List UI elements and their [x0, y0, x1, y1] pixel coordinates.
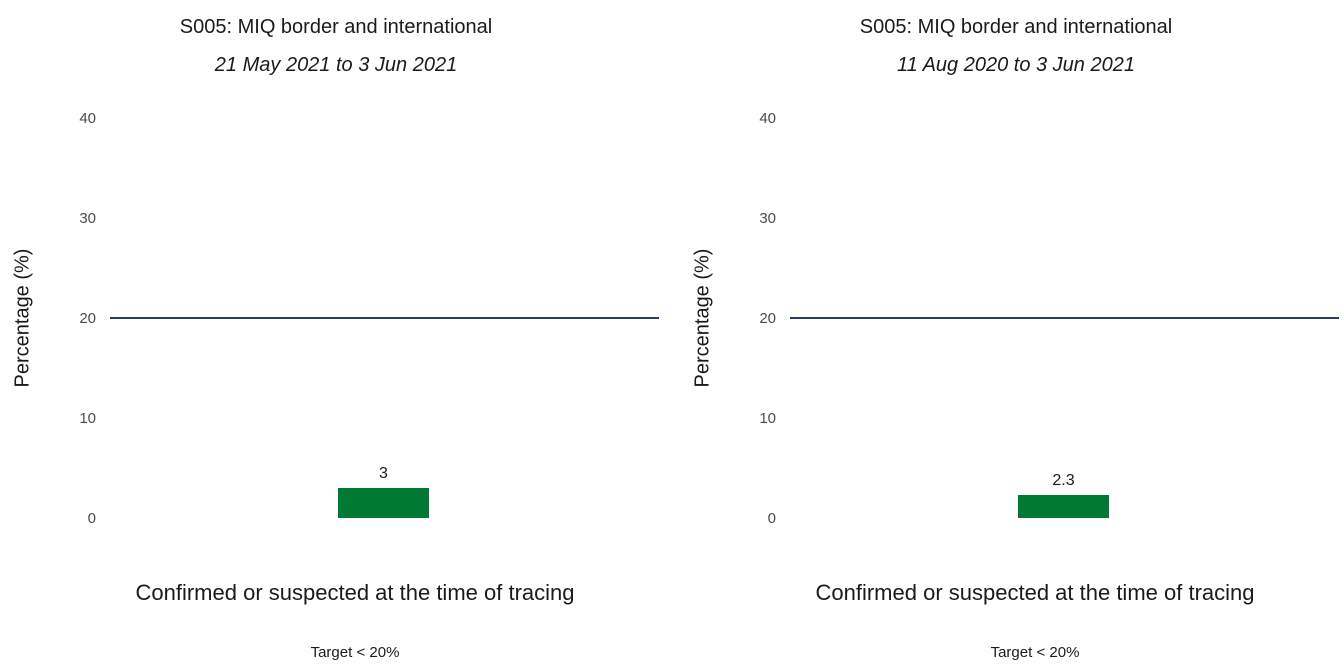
- bar: [1018, 495, 1109, 518]
- y-tick-label: 20: [79, 310, 96, 327]
- y-tick-label: 10: [759, 410, 776, 427]
- target-caption: Target < 20%: [310, 644, 400, 661]
- chart-subtitle: 11 Aug 2020 to 3 Jun 2021: [897, 54, 1135, 76]
- y-tick-label: 30: [759, 210, 776, 227]
- y-tick-label: 40: [79, 110, 96, 127]
- bar: [338, 488, 429, 518]
- y-tick-label: 20: [759, 310, 776, 327]
- y-tick-label: 0: [88, 510, 96, 527]
- bar-value-label: 2.3: [1052, 472, 1074, 489]
- bar-value-label: 3: [379, 465, 388, 482]
- chart-title: S005: MIQ border and international: [859, 16, 1173, 38]
- y-tick-label: 30: [79, 210, 96, 227]
- chart-title: S005: MIQ border and international: [179, 16, 493, 38]
- target-caption: Target < 20%: [990, 644, 1080, 661]
- x-category-label: Confirmed or suspected at the time of tr…: [815, 580, 1255, 605]
- chart-subtitle: 21 May 2021 to 3 Jun 2021: [214, 54, 458, 76]
- bar-chart-plot: 0 10 20 30 40 3: [79, 110, 659, 527]
- x-category-label: Confirmed or suspected at the time of tr…: [135, 580, 575, 605]
- chart-panel-left: S005: MIQ border and international 21 Ma…: [12, 16, 659, 661]
- y-tick-label: 40: [759, 110, 776, 127]
- bar-chart-plot: 0 10 20 30 40 2.3: [759, 110, 1339, 527]
- y-tick-label: 10: [79, 410, 96, 427]
- chart-panel-right: S005: MIQ border and international 11 Au…: [680, 0, 1344, 665]
- y-tick-label: 0: [768, 510, 776, 527]
